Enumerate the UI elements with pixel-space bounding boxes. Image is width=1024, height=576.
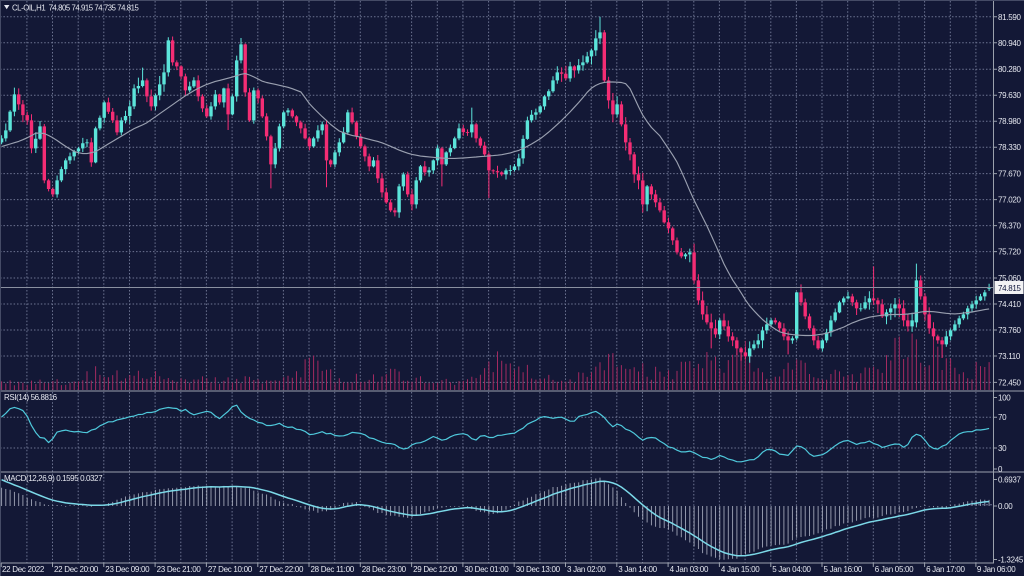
svg-text:78.980: 78.980 bbox=[998, 117, 1022, 126]
svg-text:4 Jan 15:00: 4 Jan 15:00 bbox=[721, 565, 760, 574]
svg-text:23 Dec 21:00: 23 Dec 21:00 bbox=[157, 565, 202, 574]
svg-text:3 Jan 14:00: 3 Jan 14:00 bbox=[618, 565, 657, 574]
svg-text:30: 30 bbox=[998, 444, 1007, 453]
svg-text:74.410: 74.410 bbox=[998, 300, 1022, 309]
svg-text:30 Dec 13:00: 30 Dec 13:00 bbox=[516, 565, 561, 574]
svg-text:0.00: 0.00 bbox=[998, 502, 1013, 511]
svg-text:-1.3245: -1.3245 bbox=[998, 556, 1024, 565]
svg-text:3 Jan 02:00: 3 Jan 02:00 bbox=[567, 565, 606, 574]
svg-text:76.370: 76.370 bbox=[998, 222, 1022, 231]
svg-text:5 Jan 04:00: 5 Jan 04:00 bbox=[772, 565, 811, 574]
svg-text:77.020: 77.020 bbox=[998, 196, 1022, 205]
svg-text:9 Jan 06:00: 9 Jan 06:00 bbox=[977, 565, 1016, 574]
svg-text:30 Dec 01:00: 30 Dec 01:00 bbox=[464, 565, 509, 574]
svg-text:81.590: 81.590 bbox=[998, 13, 1022, 22]
svg-text:CL-OIL,H1 74.805 74.915 74.73: CL-OIL,H1 74.805 74.915 74.735 74.815 bbox=[12, 4, 139, 13]
svg-text:6 Jan 05:00: 6 Jan 05:00 bbox=[875, 565, 914, 574]
svg-text:80.280: 80.280 bbox=[998, 65, 1022, 74]
svg-text:0.6937: 0.6937 bbox=[998, 476, 1022, 485]
svg-text:80.940: 80.940 bbox=[998, 39, 1022, 48]
svg-text:5 Jan 16:00: 5 Jan 16:00 bbox=[824, 565, 863, 574]
svg-text:73.110: 73.110 bbox=[998, 352, 1021, 361]
svg-text:28 Dec 23:00: 28 Dec 23:00 bbox=[362, 565, 407, 574]
svg-text:79.630: 79.630 bbox=[998, 91, 1022, 100]
svg-text:75.720: 75.720 bbox=[998, 248, 1022, 257]
svg-text:78.330: 78.330 bbox=[998, 143, 1022, 152]
svg-text:75.060: 75.060 bbox=[998, 274, 1022, 283]
svg-text:6 Jan 17:00: 6 Jan 17:00 bbox=[926, 565, 965, 574]
svg-text:70: 70 bbox=[998, 413, 1007, 422]
svg-text:100: 100 bbox=[998, 394, 1011, 403]
svg-text:22 Dec 20:00: 22 Dec 20:00 bbox=[54, 565, 99, 574]
svg-text:27 Dec 22:00: 27 Dec 22:00 bbox=[259, 565, 304, 574]
svg-text:4 Jan 03:00: 4 Jan 03:00 bbox=[670, 565, 709, 574]
svg-text:RSI(14) 56.8816: RSI(14) 56.8816 bbox=[4, 393, 58, 402]
svg-text:22 Dec 2022: 22 Dec 2022 bbox=[2, 565, 45, 574]
svg-text:74.815: 74.815 bbox=[998, 284, 1022, 293]
svg-text:72.450: 72.450 bbox=[998, 378, 1022, 387]
svg-text:0: 0 bbox=[998, 465, 1003, 474]
svg-text:23 Dec 09:00: 23 Dec 09:00 bbox=[105, 565, 150, 574]
svg-text:27 Dec 10:00: 27 Dec 10:00 bbox=[208, 565, 253, 574]
svg-text:29 Dec 12:00: 29 Dec 12:00 bbox=[413, 565, 458, 574]
svg-text:MACD(12,26,9) 0.1595 0.0327: MACD(12,26,9) 0.1595 0.0327 bbox=[4, 474, 103, 483]
svg-text:77.670: 77.670 bbox=[998, 170, 1022, 179]
svg-text:73.760: 73.760 bbox=[998, 326, 1022, 335]
svg-text:28 Dec 11:00: 28 Dec 11:00 bbox=[311, 565, 355, 574]
